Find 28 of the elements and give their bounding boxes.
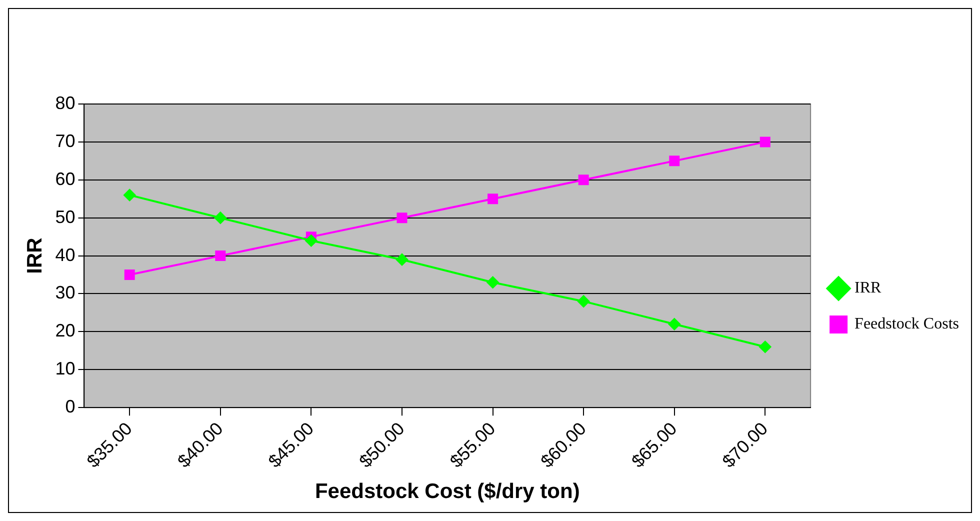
y-axis-title: IRR xyxy=(23,238,46,274)
point xyxy=(214,212,226,224)
point xyxy=(488,194,498,204)
y-tick-label: 30 xyxy=(55,282,76,303)
point xyxy=(124,189,136,202)
y-tick-label: 20 xyxy=(55,320,76,341)
point xyxy=(486,276,499,288)
point xyxy=(759,340,772,353)
point xyxy=(124,270,135,280)
y-tick-label: 40 xyxy=(55,244,76,265)
y-tick-label: 70 xyxy=(55,130,76,151)
legend-label: Feedstock Costs xyxy=(854,316,960,333)
x-axis-title: Feedstock Cost ($/dry ton) xyxy=(314,480,580,504)
y-tick-label: 80 xyxy=(55,92,76,113)
point xyxy=(669,156,680,166)
point xyxy=(305,234,318,247)
y-tick-label: 60 xyxy=(55,168,76,189)
point xyxy=(760,136,770,148)
point xyxy=(396,254,408,266)
y-tick-label: 10 xyxy=(55,358,76,379)
legend-label: IRR xyxy=(854,280,882,297)
y-tick-label: 50 xyxy=(55,206,76,227)
point xyxy=(396,212,408,224)
point xyxy=(215,250,226,262)
point xyxy=(578,295,590,308)
point xyxy=(668,318,680,330)
y-tick-label: 0 xyxy=(65,396,76,417)
point xyxy=(578,174,589,186)
